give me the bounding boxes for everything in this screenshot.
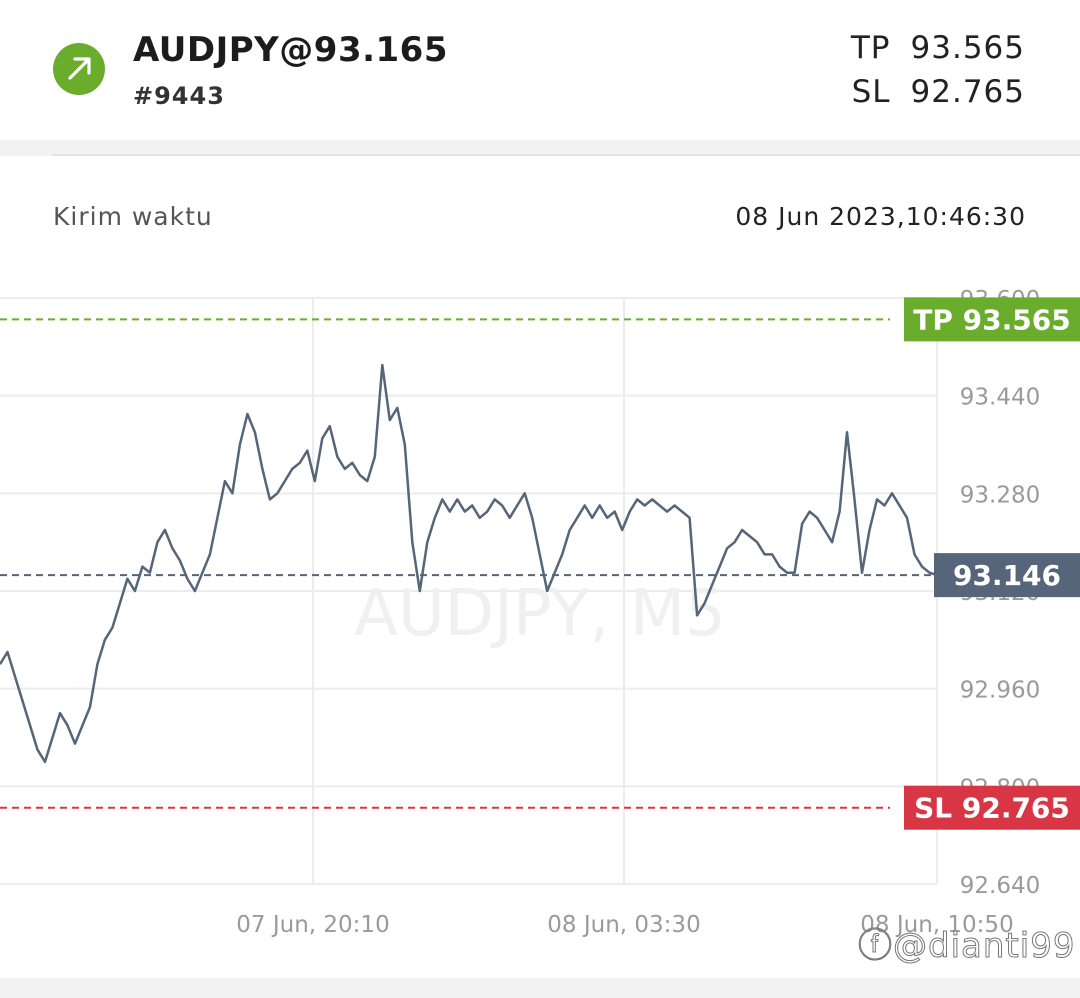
sl-badge-bg xyxy=(904,785,1080,830)
current-price-badge-bg xyxy=(934,553,1080,598)
price-chart[interactable]: 92.64092.80092.96093.12093.28093.44093.6… xyxy=(0,280,1080,980)
y-tick-label: 92.960 xyxy=(960,678,1040,704)
y-tick-label: 93.280 xyxy=(960,482,1040,508)
y-tick-label: 92.640 xyxy=(960,873,1040,899)
ticket-number: #9443 xyxy=(133,82,225,110)
sl-label: SL xyxy=(851,74,891,110)
price-series-line xyxy=(0,363,938,764)
send-time-value: 08 Jun 2023,10:46:30 xyxy=(735,202,1026,231)
tp-label: TP xyxy=(850,30,891,66)
x-tick-label: 08 Jun, 10:50 xyxy=(860,912,1013,938)
position-header: AUDJPY@93.165 #9443 TP 93.565 SL 92.765 xyxy=(0,0,1080,140)
take-profit-row: TP 93.565 xyxy=(851,30,1025,66)
user-watermark: ⓕ@dianti99 xyxy=(857,926,1076,967)
x-tick-label: 08 Jun, 03:30 xyxy=(547,912,700,938)
tp-badge-bg xyxy=(904,297,1080,342)
arrow-up-right-icon xyxy=(53,43,105,95)
sl-value: 92.765 xyxy=(910,74,1025,110)
divider xyxy=(52,154,1080,156)
send-time-label: Kirim waktu xyxy=(53,202,213,231)
symbol-price-title: AUDJPY@93.165 xyxy=(133,30,448,70)
section-separator xyxy=(0,140,1080,156)
y-tick-label: 93.440 xyxy=(960,385,1040,411)
tp-value: 93.565 xyxy=(910,30,1025,66)
bottom-strip xyxy=(0,978,1080,998)
tp-badge: TP 93.565 xyxy=(913,303,1070,336)
current-price-badge: 93.146 xyxy=(953,559,1061,592)
chart-watermark: AUDJPY, M5 xyxy=(354,577,726,651)
sl-badge: SL 92.765 xyxy=(914,792,1070,825)
stop-loss-row: SL 92.765 xyxy=(852,74,1025,110)
x-tick-label: 07 Jun, 20:10 xyxy=(236,912,389,938)
